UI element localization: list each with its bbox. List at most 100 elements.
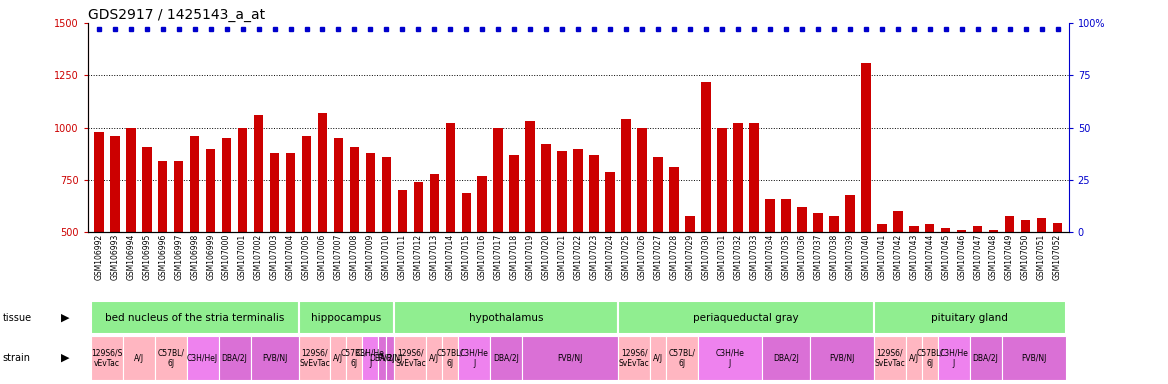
Bar	[894, 211, 903, 232]
Bar	[909, 226, 918, 232]
Text: DBA/2J: DBA/2J	[222, 354, 248, 362]
Bar	[286, 153, 296, 232]
Text: FVB/NJ: FVB/NJ	[557, 354, 583, 362]
Bar	[349, 147, 360, 232]
Bar	[813, 214, 822, 232]
Text: ▶: ▶	[61, 313, 69, 323]
Bar	[861, 63, 870, 232]
Bar	[158, 161, 167, 232]
Bar	[874, 336, 905, 380]
Bar	[445, 124, 456, 232]
Bar	[93, 132, 104, 232]
Text: DBA/2J: DBA/2J	[369, 354, 395, 362]
Bar	[91, 301, 299, 334]
Bar	[844, 195, 855, 232]
Text: C3H/He
J: C3H/He J	[356, 348, 385, 368]
Bar	[809, 336, 874, 380]
Text: A/J: A/J	[653, 354, 663, 362]
Bar	[443, 336, 458, 380]
Bar	[413, 182, 423, 232]
Bar	[938, 336, 969, 380]
Text: 129S6/S
vEvTac: 129S6/S vEvTac	[91, 348, 123, 368]
Bar	[781, 199, 791, 232]
Bar	[91, 336, 123, 380]
Bar	[123, 336, 154, 380]
Bar	[142, 147, 152, 232]
Bar	[378, 336, 387, 380]
Text: C57BL/
6J: C57BL/ 6J	[341, 348, 368, 368]
Bar	[1002, 336, 1065, 380]
Bar	[461, 192, 471, 232]
Bar	[1052, 223, 1063, 232]
Bar	[299, 301, 395, 334]
Bar	[653, 157, 663, 232]
Bar	[382, 157, 391, 232]
Text: hypothalamus: hypothalamus	[470, 313, 543, 323]
Bar	[734, 124, 743, 232]
Text: 129S6/
SvEvTac: 129S6/ SvEvTac	[619, 348, 649, 368]
Text: FVB/NJ: FVB/NJ	[1021, 354, 1047, 362]
Bar	[126, 127, 135, 232]
Text: C3H/He
J: C3H/He J	[716, 348, 744, 368]
Bar	[651, 336, 666, 380]
Bar	[509, 155, 519, 232]
Bar	[318, 113, 327, 232]
Bar	[334, 138, 343, 232]
Bar	[251, 336, 299, 380]
Bar	[253, 115, 263, 232]
Bar	[557, 151, 566, 232]
Bar	[395, 336, 426, 380]
Bar	[366, 153, 375, 232]
Text: bed nucleus of the stria terminalis: bed nucleus of the stria terminalis	[105, 313, 284, 323]
Bar	[874, 301, 1065, 334]
Bar	[877, 224, 887, 232]
Bar	[1004, 215, 1014, 232]
Text: C3H/He
J: C3H/He J	[460, 348, 488, 368]
Bar	[206, 149, 215, 232]
Bar	[957, 230, 966, 232]
Bar	[1037, 218, 1047, 232]
Bar	[698, 336, 762, 380]
Text: 129S6/
SvEvTac: 129S6/ SvEvTac	[299, 348, 329, 368]
Bar	[905, 336, 922, 380]
Bar	[989, 230, 999, 232]
Bar	[618, 336, 651, 380]
Bar	[686, 215, 695, 232]
Text: C3H/HeJ: C3H/HeJ	[187, 354, 218, 362]
Bar	[762, 336, 809, 380]
Text: A/J: A/J	[133, 354, 144, 362]
Text: ▶: ▶	[61, 353, 69, 363]
Text: A/J: A/J	[430, 354, 439, 362]
Text: FVB/NJ: FVB/NJ	[377, 354, 403, 362]
Bar	[362, 336, 378, 380]
Text: DBA/2J: DBA/2J	[493, 354, 520, 362]
Text: FVB/NJ: FVB/NJ	[262, 354, 287, 362]
Bar	[174, 161, 183, 232]
Bar	[458, 336, 491, 380]
Bar	[666, 336, 698, 380]
Text: 129S6/
SvEvTac: 129S6/ SvEvTac	[395, 348, 426, 368]
Text: C57BL/
6J: C57BL/ 6J	[158, 348, 185, 368]
Text: C57BL/
6J: C57BL/ 6J	[437, 348, 464, 368]
Bar	[270, 153, 279, 232]
Text: C57BL/
6J: C57BL/ 6J	[916, 348, 944, 368]
Text: GDS2917 / 1425143_a_at: GDS2917 / 1425143_a_at	[88, 8, 265, 22]
Bar	[618, 301, 874, 334]
Text: 129S6/
SvEvTac: 129S6/ SvEvTac	[875, 348, 905, 368]
Bar	[638, 127, 647, 232]
Bar	[154, 336, 187, 380]
Bar	[765, 199, 774, 232]
Text: strain: strain	[2, 353, 30, 363]
Bar	[925, 224, 934, 232]
Bar	[669, 167, 679, 232]
Bar	[491, 336, 522, 380]
Bar	[397, 190, 408, 232]
Text: pituitary gland: pituitary gland	[931, 313, 1008, 323]
Bar	[238, 127, 248, 232]
Bar	[829, 215, 839, 232]
Bar	[973, 226, 982, 232]
Bar	[222, 138, 231, 232]
Bar	[493, 127, 503, 232]
Text: A/J: A/J	[333, 354, 343, 362]
Bar	[590, 155, 599, 232]
